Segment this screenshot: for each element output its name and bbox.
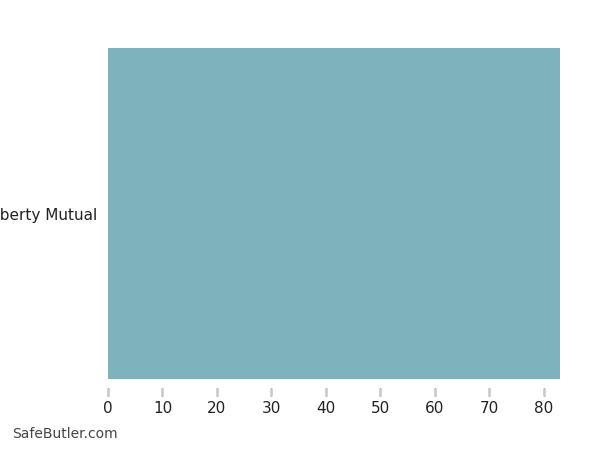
Text: SafeButler.com: SafeButler.com xyxy=(12,427,118,441)
